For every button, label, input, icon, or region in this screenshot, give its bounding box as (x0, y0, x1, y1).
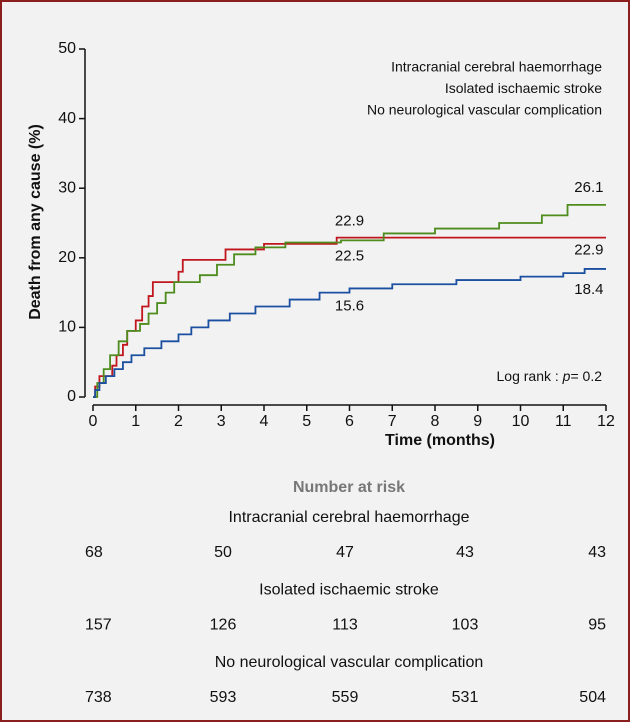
log-rank-part: p (562, 368, 571, 384)
x-tick-label: 11 (555, 413, 572, 430)
x-tick-label: 8 (431, 413, 440, 430)
risk-count: 157 (85, 617, 112, 634)
x-tick-label: 0 (89, 413, 98, 430)
annotation: 22.9 (335, 213, 364, 230)
survival-curve (93, 268, 606, 398)
log-rank: Log rank : p= 0.2 (497, 368, 603, 384)
risk-count: 559 (332, 689, 359, 706)
risk-count: 504 (579, 689, 606, 706)
x-tick-label: 10 (512, 413, 530, 430)
y-tick-label: 10 (58, 319, 76, 336)
risk-group-name: Intracranial cerebral haemorrhage (228, 509, 469, 526)
x-axis-title: Time (months) (385, 432, 495, 449)
x-tick-label: 5 (302, 413, 311, 430)
annotation: 15.6 (335, 297, 364, 314)
risk-group-name: No neurological vascular complication (215, 654, 484, 671)
x-tick-label: 2 (174, 413, 183, 430)
risk-count: 113 (332, 617, 358, 634)
x-tick-label: 3 (217, 413, 226, 430)
risk-count: 738 (85, 689, 112, 706)
x-tick-label: 7 (388, 413, 397, 430)
survival-curve (93, 236, 606, 398)
x-tick-label: 1 (131, 413, 140, 430)
risk-count: 531 (452, 689, 479, 706)
risk-count: 43 (588, 544, 606, 561)
y-tick-label: 50 (58, 40, 76, 57)
risk-count: 103 (452, 617, 479, 634)
legend-entry: Intracranial cerebral haemorrhage (391, 59, 602, 75)
risk-count: 593 (210, 689, 237, 706)
y-tick-label: 40 (58, 110, 76, 127)
risk-count: 43 (456, 544, 474, 561)
x-tick-label: 9 (473, 413, 482, 430)
y-tick-label: 30 (58, 179, 76, 196)
survival-curve (93, 204, 606, 398)
annotation: 18.4 (574, 281, 603, 298)
risk-count: 50 (214, 544, 232, 561)
y-axis-title: Death from any cause (%) (27, 124, 44, 320)
risk-count: 126 (210, 617, 237, 634)
x-tick-label: 12 (597, 413, 615, 430)
risk-title: Number at risk (293, 479, 405, 496)
risk-group-name: Isolated ischaemic stroke (259, 582, 439, 599)
risk-count: 95 (588, 617, 606, 634)
annotation: 26.1 (574, 179, 603, 196)
annotation: 22.5 (335, 247, 364, 264)
log-rank-part: Log rank : (497, 368, 563, 384)
y-tick-label: 0 (67, 388, 76, 405)
x-tick-label: 6 (345, 413, 354, 430)
x-tick-label: 4 (260, 413, 269, 430)
legend-entry: No neurological vascular complication (367, 102, 602, 118)
risk-count: 68 (85, 544, 103, 561)
y-tick-label: 20 (58, 249, 76, 266)
log-rank-part: = 0.2 (570, 368, 602, 384)
annotation: 22.9 (574, 242, 603, 259)
risk-count: 47 (336, 544, 354, 561)
legend-entry: Isolated ischaemic stroke (445, 80, 602, 96)
